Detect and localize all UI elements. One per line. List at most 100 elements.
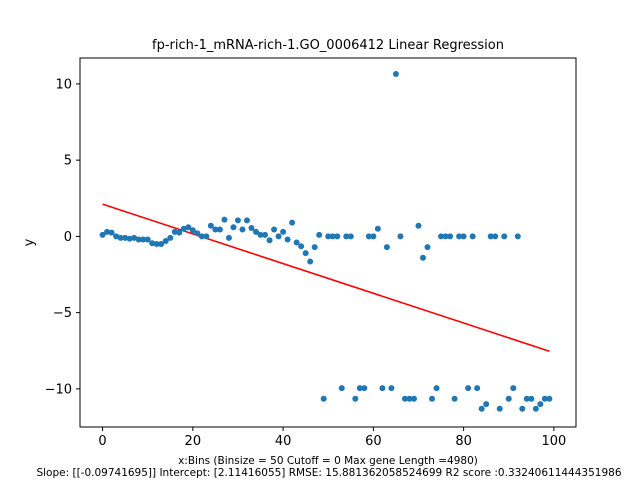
scatter-point <box>171 228 178 235</box>
scatter-point <box>546 395 553 402</box>
scatter-point <box>207 222 214 229</box>
scatter-point <box>374 225 381 232</box>
scatter-point <box>388 385 395 392</box>
x-tick-label: 40 <box>275 434 292 449</box>
y-tick-label: 5 <box>64 154 72 169</box>
x-tick-label: 20 <box>185 434 202 449</box>
scatter-point <box>496 405 503 412</box>
scatter-point <box>501 233 508 240</box>
scatter-point <box>162 237 169 244</box>
scatter-point <box>135 236 142 243</box>
scatter-point <box>429 395 436 402</box>
y-tick-label: 10 <box>55 77 72 92</box>
x-tick-label: 80 <box>455 434 472 449</box>
scatter-point <box>347 233 354 240</box>
scatter-point <box>234 217 241 224</box>
scatter-point <box>505 395 512 402</box>
scatter-point <box>284 236 291 243</box>
scatter-point <box>302 250 309 257</box>
scatter-point <box>185 224 192 231</box>
scatter-point <box>176 229 183 236</box>
scatter-point <box>189 227 196 234</box>
scatter-point <box>239 226 246 233</box>
scatter-point <box>487 233 494 240</box>
scatter-point <box>253 228 260 235</box>
scatter-point <box>447 233 454 240</box>
y-tick-label: 0 <box>64 230 72 245</box>
scatter-point <box>280 228 287 235</box>
scatter-point <box>289 219 296 226</box>
scatter-point <box>104 228 111 235</box>
scatter-point <box>379 385 386 392</box>
scatter-point <box>478 405 485 412</box>
scatter-point <box>126 235 133 242</box>
scatter-point <box>343 233 350 240</box>
x-axis-ticks: 0 20 40 60 80 100 <box>98 427 566 449</box>
scatter-point <box>230 224 237 231</box>
scatter-point <box>541 395 548 402</box>
scatter-point <box>329 233 336 240</box>
scatter-point <box>198 233 205 240</box>
scatter-point <box>361 385 368 392</box>
scatter-point <box>338 385 345 392</box>
scatter-point <box>392 71 399 78</box>
scatter-point <box>424 244 431 251</box>
scatter-point <box>410 395 417 402</box>
scatter-point <box>365 233 372 240</box>
scatter-point <box>122 234 129 241</box>
scatter-point <box>397 233 404 240</box>
scatter-point <box>194 230 201 237</box>
scatter-point <box>528 395 535 402</box>
plot-frame <box>79 57 577 428</box>
scatter-point <box>483 401 490 408</box>
y-axis-ticks: −10 −5 0 5 10 <box>45 77 80 397</box>
scatter-point <box>537 401 544 408</box>
scatter-point <box>383 244 390 251</box>
scatter-point <box>415 222 422 229</box>
scatter-point <box>203 233 210 240</box>
scatter-point <box>469 233 476 240</box>
scatter-point <box>266 237 273 244</box>
scatter-point <box>352 395 359 402</box>
scatter-point <box>370 233 377 240</box>
y-tick-label: −5 <box>53 306 72 321</box>
scatter-point <box>460 233 467 240</box>
scatter-point <box>438 233 445 240</box>
scatter-point <box>356 385 363 392</box>
scatter-point <box>293 239 300 246</box>
scatter-point <box>212 226 219 233</box>
scatter-point <box>221 216 228 223</box>
scatter-point <box>451 395 458 402</box>
scatter-point <box>523 395 530 402</box>
scatter-point <box>325 233 332 240</box>
scatter-point <box>180 225 187 232</box>
scatter-point <box>334 233 341 240</box>
scatter-point <box>113 233 120 240</box>
scatter-point <box>262 231 269 238</box>
scatter-point <box>257 231 264 238</box>
scatter-point <box>271 226 278 233</box>
scatter-point <box>492 233 499 240</box>
scatter-point <box>275 233 282 240</box>
scatter-point <box>225 234 232 241</box>
scatter-point <box>108 229 115 236</box>
scatter-point <box>420 254 427 261</box>
scatter-points-layer <box>99 71 553 412</box>
scatter-point <box>514 233 521 240</box>
scatter-point <box>117 234 124 241</box>
scatter-point <box>307 258 314 265</box>
scatter-point <box>401 395 408 402</box>
y-tick-label: −10 <box>45 382 72 397</box>
scatter-point <box>316 231 323 238</box>
scatter-point <box>465 385 472 392</box>
x-axis-label: x:Bins (Binsize = 50 Cutoff = 0 Max gene… <box>178 455 478 467</box>
x-tick-label: 100 <box>541 434 566 449</box>
fit-line-layer <box>102 203 550 352</box>
scatter-point <box>311 244 318 251</box>
scatter-point <box>433 385 440 392</box>
scatter-point <box>298 243 305 250</box>
scatter-point <box>320 395 327 402</box>
scatter-point <box>519 405 526 412</box>
y-axis-label: y <box>22 238 37 246</box>
